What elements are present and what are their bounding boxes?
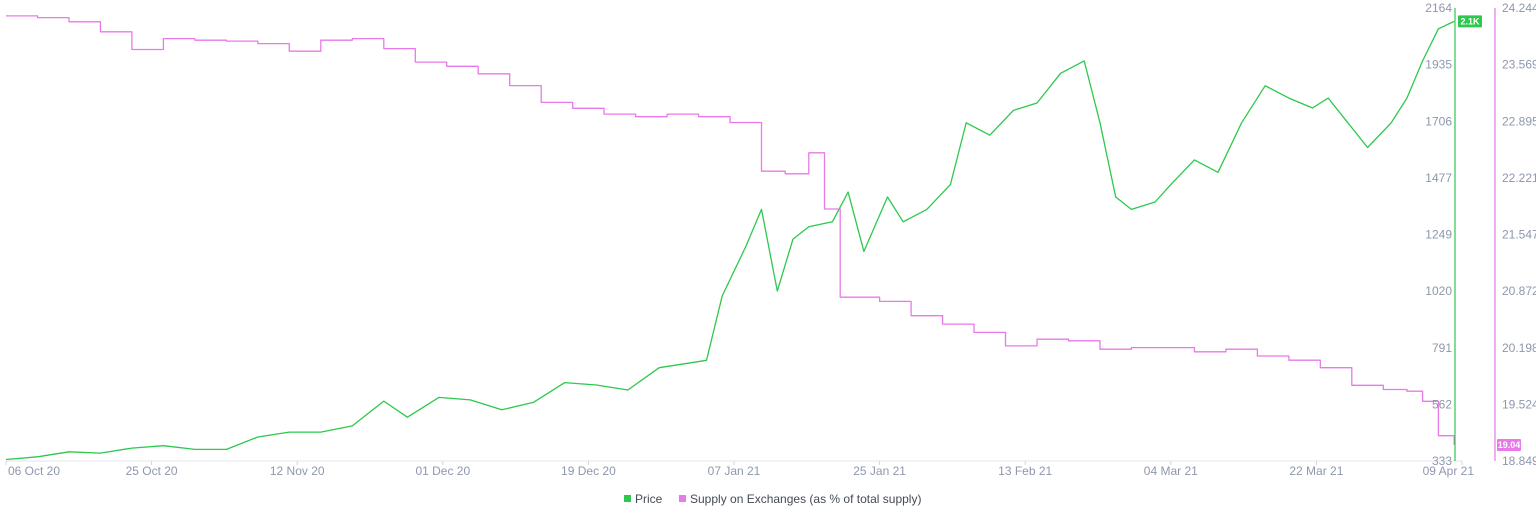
supply-tick-label: 24.244 — [1502, 1, 1536, 15]
price-tick-label: 1020 — [1425, 284, 1452, 298]
supply-last-value-badge — [1497, 438, 1521, 451]
price-tick-label: 2164 — [1425, 1, 1452, 15]
supply-tick-label: 18.849 — [1502, 454, 1536, 468]
x-tick-label: 25 Jan 21 — [853, 464, 906, 478]
x-axis: 06 Oct 20 25 Oct 20 12 Nov 20 01 Dec 20 19 D… — [5, 460, 1475, 478]
x-tick-label: 04 Mar 21 — [1144, 464, 1198, 478]
x-tick-label: 19 Dec 20 — [561, 464, 616, 478]
x-tick-label: 25 Oct 20 — [126, 464, 178, 478]
x-tick-label: 22 Mar 21 — [1289, 464, 1343, 478]
supply-tick-label: 21.547 — [1502, 228, 1536, 242]
legend: Price Supply on Exchanges (as % of total… — [624, 492, 921, 506]
price-last-value-badge — [1458, 15, 1482, 28]
legend-swatch-supply — [679, 495, 686, 502]
x-tick-label: 09 Apr 21 — [1423, 464, 1475, 478]
plot-area — [5, 15, 1455, 461]
supply-tick-label: 20.198 — [1502, 341, 1536, 355]
x-tick-label: 07 Jan 21 — [708, 464, 761, 478]
price-tick-label: 1477 — [1425, 171, 1452, 185]
supply-tick-label: 19.524 — [1502, 397, 1536, 411]
price-tick-label: 1935 — [1425, 58, 1452, 72]
price-tick-label: 562 — [1432, 397, 1452, 411]
x-tick-label: 06 Oct 20 — [8, 464, 60, 478]
supply-axis: 24.244 23.569 22.895 22.221 21.547 20.872 20.1… — [1494, 1, 1536, 468]
x-tick-label: 12 Nov 20 — [270, 464, 325, 478]
legend-label-price: Price — [635, 492, 663, 506]
price-line — [5, 20, 1455, 461]
x-tick-label: 01 Dec 20 — [415, 464, 470, 478]
price-tick-label: 1706 — [1425, 114, 1452, 128]
supply-tick-label: 22.895 — [1502, 114, 1536, 128]
price-tick-label: 791 — [1432, 341, 1452, 355]
legend-label-supply: Supply on Exchanges (as % of total suppl… — [690, 492, 921, 506]
price-tick-label: 1249 — [1425, 228, 1452, 242]
supply-tick-label: 22.221 — [1502, 171, 1536, 185]
price-last-value-label: 2.1K — [1460, 16, 1480, 26]
supply-line — [6, 15, 1455, 445]
supply-tick-label: 23.569 — [1502, 58, 1536, 72]
supply-last-value-label: 19.04 — [1498, 440, 1521, 450]
legend-swatch-price — [624, 495, 631, 502]
price-axis: 2164 1935 1706 1477 1249 1020 791 562 333 2.1K — [1425, 1, 1482, 468]
price-tick-label: 333 — [1432, 454, 1452, 468]
x-tick-label: 13 Feb 21 — [998, 464, 1052, 478]
supply-tick-label: 20.872 — [1502, 284, 1536, 298]
